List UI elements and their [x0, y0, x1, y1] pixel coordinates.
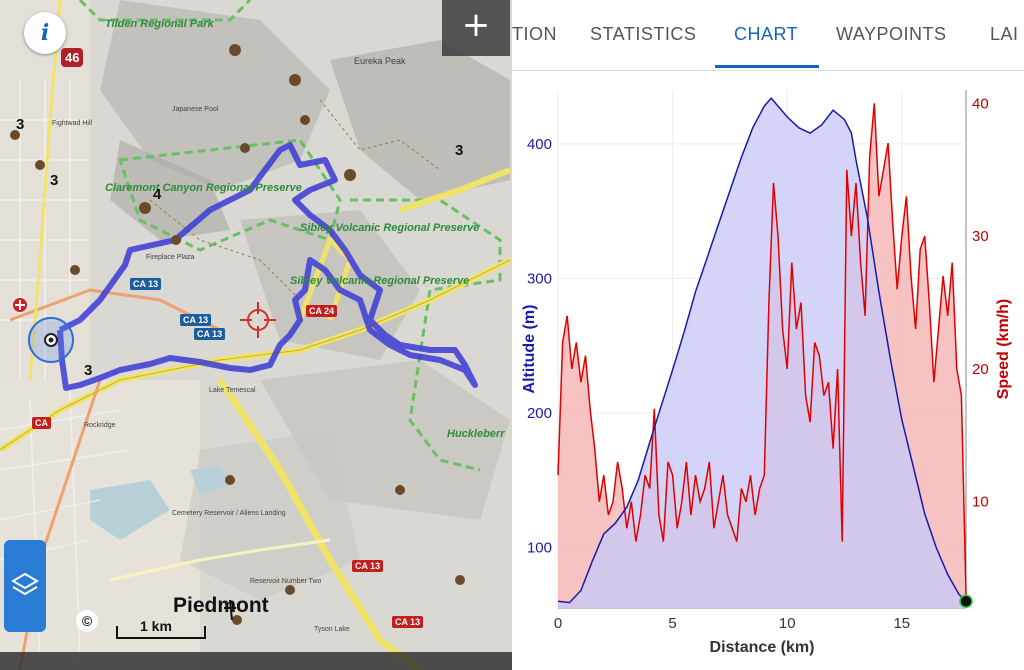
map-label-lake-temescal: Lake Temescal — [209, 387, 256, 394]
x-tick-label: 5 — [668, 615, 676, 632]
copyright-icon[interactable]: © — [76, 610, 98, 632]
y-left-tick-label: 300 — [527, 270, 552, 287]
map-label-eureka: Eureka Peak — [354, 56, 406, 66]
tab-chart[interactable]: CHART — [734, 24, 799, 44]
map-label-reservoir: Reservoir Number Two — [250, 578, 322, 585]
layers-button[interactable] — [4, 540, 46, 632]
y-right-tick-label: 30 — [972, 228, 989, 245]
y-axis-right-label: Speed (km/h) — [995, 299, 1012, 399]
tab-bar: TION STATISTICS CHART WAYPOINTS LAI — [512, 0, 1024, 71]
map-label-cemetery: Cemetery Reservoir / Aliens Landing — [172, 510, 286, 517]
map-count-label: 4 — [153, 186, 162, 203]
map-label-claremont: Claremont Canyon Regional Preserve — [105, 182, 302, 194]
track-end-marker — [959, 594, 973, 609]
map-view[interactable]: Tilden Regional Park Claremont Canyon Re… — [0, 0, 512, 670]
altitude-series-line — [557, 96, 967, 604]
map-bottom-bar — [0, 652, 512, 670]
active-tab-indicator — [715, 65, 819, 68]
road-badge: CA 13 — [392, 616, 424, 628]
map-canvas[interactable] — [0, 0, 512, 670]
altitude-speed-chart[interactable]: 0 5 10 15 100 200 300 400 10 20 30 40 Distance (km)… — [512, 70, 1024, 670]
map-label-fightwad: Fightwad Hill — [52, 120, 93, 127]
map-label-rockridge: Rockridge — [84, 422, 116, 429]
y-left-tick-label: 200 — [527, 405, 552, 422]
map-label-sibley-1: Sibley Volcanic Regional Preserve — [300, 222, 480, 234]
x-axis-label: Distance (km) — [710, 639, 815, 656]
map-label-huckleberry: Huckleberr — [447, 428, 505, 440]
road-badge: CA 24 — [306, 305, 338, 317]
zoom-in-button[interactable]: + — [442, 0, 510, 56]
map-label-sibley-2: Sibley Volcanic Regional Preserve — [290, 275, 470, 287]
y-right-tick-label: 20 — [972, 361, 989, 378]
map-label-tilden: Tilden Regional Park — [105, 18, 214, 30]
x-tick-label: 10 — [779, 615, 796, 632]
map-label-fireplace: Fireplace Plaza — [146, 254, 195, 261]
map-label-tyson: Tyson Lake — [314, 626, 350, 633]
speed-series-line — [557, 103, 967, 595]
tab-laps[interactable]: LAI — [990, 24, 1019, 44]
notification-badge[interactable]: 46 — [61, 48, 84, 67]
tab-waypoints[interactable]: WAYPOINTS — [836, 24, 947, 44]
track-details-pane: TION STATISTICS CHART WAYPOINTS LAI 0 5 10… — [512, 0, 1024, 670]
map-count-label: 3 — [16, 116, 25, 133]
map-count-label: 3 — [50, 172, 59, 189]
map-label-piedmont: Piedmont — [173, 594, 269, 617]
road-badge: CA 13 — [194, 328, 226, 340]
info-button[interactable]: i — [24, 12, 66, 54]
road-badge: CA 13 — [180, 314, 212, 326]
scale-bar-label: 1 km — [140, 618, 172, 634]
y-axis-left-label: Altitude (m) — [521, 305, 538, 394]
layers-icon — [11, 572, 39, 596]
x-tick-label: 15 — [893, 615, 910, 632]
y-left-tick-label: 400 — [527, 136, 552, 153]
y-right-tick-label: 10 — [972, 494, 989, 511]
tab-information[interactable]: TION — [512, 24, 557, 44]
road-badge: CA 13 — [130, 278, 162, 290]
y-right-tick-label: 40 — [972, 95, 989, 112]
road-badge: CA — [32, 417, 51, 429]
altitude-area — [558, 98, 966, 608]
map-label-japanese-pool: Japanese Pool — [172, 106, 219, 113]
map-count-label: 3 — [455, 142, 464, 159]
tab-statistics[interactable]: STATISTICS — [590, 24, 697, 44]
map-count-label: 3 — [84, 362, 93, 379]
x-tick-label: 0 — [554, 615, 562, 632]
road-badge: CA 13 — [352, 560, 384, 572]
y-left-tick-label: 100 — [527, 539, 552, 556]
